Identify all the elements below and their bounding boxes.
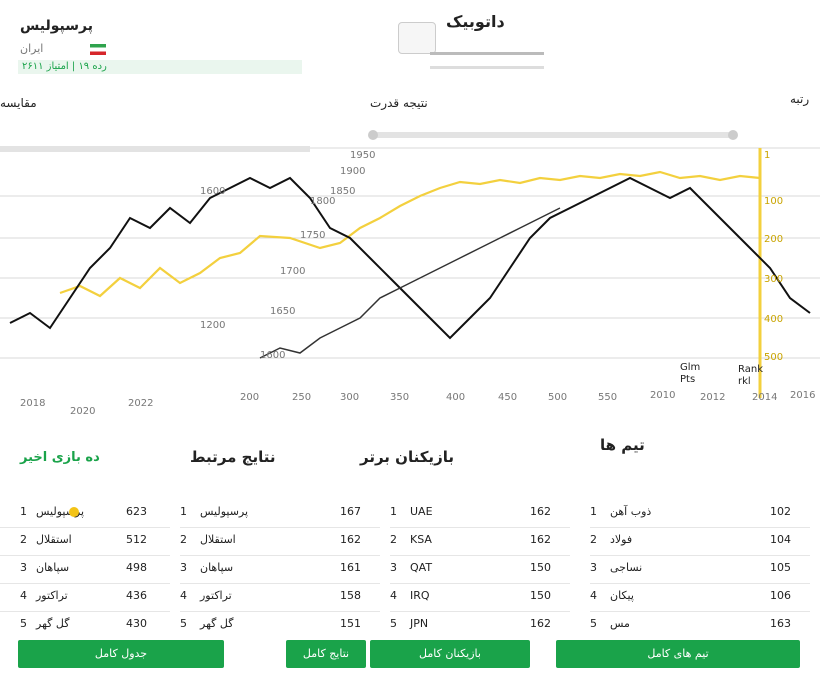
right-label-glm: Glm xyxy=(680,362,701,373)
footer-button-2[interactable]: نتایج کامل xyxy=(286,640,366,668)
left-xtick-1: 2018 xyxy=(20,398,46,409)
section-3-title: بازیکنان برتر xyxy=(360,448,454,466)
center-xtick-2: 250 xyxy=(292,392,312,403)
left-ytick-1: 1200 xyxy=(200,320,226,331)
center-ytick-8: 1950 xyxy=(350,150,376,161)
series-dark-2 xyxy=(259,207,561,359)
table-2: 1 پرسپولیس 167 2 استقلال 162 3 سپاهان 16… xyxy=(180,505,380,635)
right-ytick-2: 100 xyxy=(764,196,784,207)
table-4: 1 ذوب آهن 102 2 فولاد 104 3 نساجی 105 4 … xyxy=(590,505,810,635)
stats-line: رده ۱۹ | امتیاز ۲۶۱۱ xyxy=(18,60,302,74)
right-title: داتوبیک xyxy=(446,12,505,31)
table-row[interactable]: 5 گل گهر 430 xyxy=(20,617,147,630)
table-row[interactable]: 5 مس 163 xyxy=(590,617,791,630)
table-row[interactable]: 3 سپاهان 161 xyxy=(180,561,361,574)
center-xtick-4: 350 xyxy=(390,392,410,403)
right-xtick-3: 2014 xyxy=(752,392,778,403)
table-row[interactable]: 3 نساجی 105 xyxy=(590,561,791,574)
right-ytick-5: 400 xyxy=(764,314,784,325)
left-xtick-2: 2020 xyxy=(70,406,96,417)
table-row[interactable]: 1 UAE 162 xyxy=(390,505,551,518)
center-xtick-3: 300 xyxy=(340,392,360,403)
center-ytick-4: 1750 xyxy=(300,230,326,241)
table-row[interactable]: 5 گل گهر 151 xyxy=(180,617,361,630)
header: داتوبیک پرسپولیس ایران رده ۱۹ | امتیاز ۲… xyxy=(0,0,820,90)
left-subtitle: ایران xyxy=(20,42,44,55)
table-row[interactable]: 3 QAT 150 xyxy=(390,561,551,574)
center-ytick-7: 1900 xyxy=(340,166,366,177)
title-underline-2 xyxy=(430,66,544,69)
team-badge-icon xyxy=(69,507,79,517)
chart-right-title: رتبه xyxy=(790,92,810,106)
table-row[interactable]: 2 استقلال 162 xyxy=(180,533,361,546)
center-ytick-2: 1650 xyxy=(270,306,296,317)
center-xtick-6: 450 xyxy=(498,392,518,403)
table-row[interactable]: 1 پرسپولیس 167 xyxy=(180,505,361,518)
charts-canvas xyxy=(0,130,820,398)
footer-button-4[interactable]: تیم های کامل xyxy=(556,640,800,668)
table-row[interactable]: 4 پیکان 106 xyxy=(590,589,791,602)
section-4-title: تیم ها xyxy=(600,436,645,454)
center-ytick-6: 1850 xyxy=(330,186,356,197)
center-ytick-3: 1700 xyxy=(280,266,306,277)
table-row[interactable]: 1 پرسپولیس 623 xyxy=(20,505,147,518)
footer-button-1[interactable]: جدول کامل xyxy=(18,640,224,668)
right-ytick-6: 500 xyxy=(764,352,784,363)
right-xtick-1: 2010 xyxy=(650,390,676,401)
chart-center-title: نتیجه قدرت xyxy=(370,96,428,110)
center-xtick-1: 200 xyxy=(240,392,260,403)
right-label-rank: Rank xyxy=(738,364,763,375)
footer-button-3[interactable]: بازیکنان کامل xyxy=(370,640,530,668)
table-row[interactable]: 2 استقلال 512 xyxy=(20,533,147,546)
table-row[interactable]: 1 ذوب آهن 102 xyxy=(590,505,791,518)
right-ytick-3: 200 xyxy=(764,234,784,245)
table-row[interactable]: 5 JPN 162 xyxy=(390,617,551,630)
table-row[interactable]: 4 تراکتور 158 xyxy=(180,589,361,602)
left-title: پرسپولیس xyxy=(20,18,93,34)
table-row[interactable]: 2 فولاد 104 xyxy=(590,533,791,546)
series-gold xyxy=(59,170,761,298)
center-ytick-1: 1600 xyxy=(260,350,286,361)
center-xtick-5: 400 xyxy=(446,392,466,403)
table-row[interactable]: 2 KSA 162 xyxy=(390,533,551,546)
right-xtick-4: 2016 xyxy=(790,390,816,401)
center-xtick-8: 550 xyxy=(598,392,618,403)
table-row[interactable]: 4 IRQ 150 xyxy=(390,589,551,602)
table-3: 1 UAE 162 2 KSA 162 3 QAT 150 4 IRQ 150 … xyxy=(390,505,570,635)
chart-left-title: مقایسه xyxy=(0,96,37,110)
section-1-title: ده بازی اخیر xyxy=(20,450,100,465)
flag-icon xyxy=(90,44,106,55)
section-2-title: نتایج مرتبط xyxy=(190,448,276,466)
right-xtick-2: 2012 xyxy=(700,392,726,403)
right-ytick-4: 300 xyxy=(764,274,784,285)
center-xtick-7: 500 xyxy=(548,392,568,403)
right-ytick-1: 1 xyxy=(764,150,771,161)
left-ytick-2: 1600 xyxy=(200,186,226,197)
table-row[interactable]: 3 سپاهان 498 xyxy=(20,561,147,574)
right-label-rkl: rkl xyxy=(738,376,751,387)
table-row[interactable]: 4 تراکتور 436 xyxy=(20,589,147,602)
title-underline xyxy=(430,52,544,55)
center-ytick-5: 1800 xyxy=(310,196,336,207)
brand-logo xyxy=(398,22,436,54)
left-xtick-3: 2022 xyxy=(128,398,154,409)
series-dark xyxy=(9,176,811,340)
right-label-pts: Pts xyxy=(680,374,696,385)
table-1: 1 پرسپولیس 623 2 استقلال 512 3 سپاهان 49… xyxy=(0,505,170,635)
